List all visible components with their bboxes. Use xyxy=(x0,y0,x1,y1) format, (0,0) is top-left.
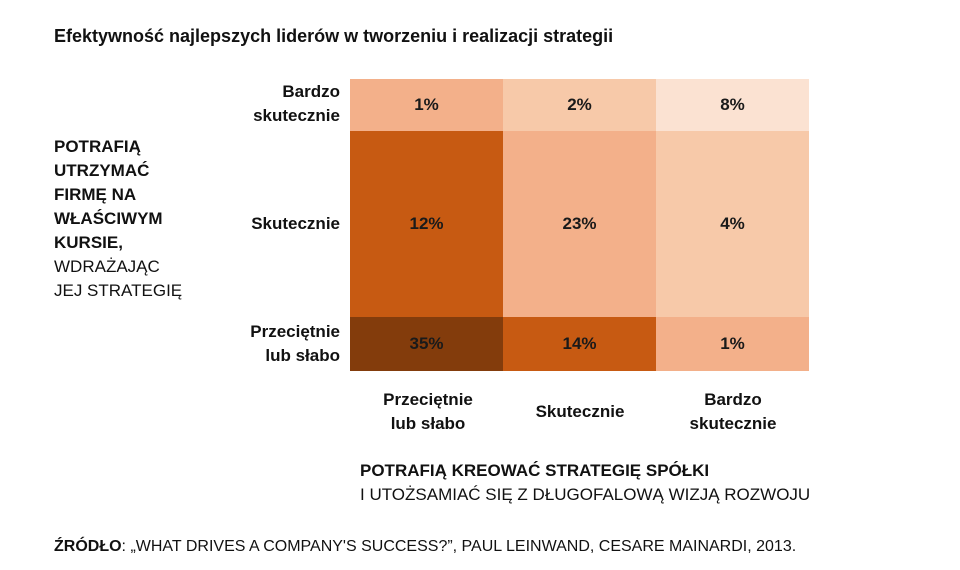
y-axis-line: WŁAŚCIWYM xyxy=(54,209,163,228)
source-note: ŹRÓDŁO: „WHAT DRIVES A COMPANY'S SUCCESS… xyxy=(54,538,796,556)
row-label-line: skutecznie xyxy=(253,106,340,125)
column-label-line: Bardzo xyxy=(704,390,762,409)
x-axis-label: POTRAFIĄ KREOWAĆ STRATEGIĘ SPÓŁKI I UTOŻ… xyxy=(360,459,810,507)
y-axis-line: POTRAFIĄ xyxy=(54,137,141,156)
y-axis-label: POTRAFIĄ UTRZYMAĆ FIRMĘ NA WŁAŚCIWYM KUR… xyxy=(54,135,234,303)
column-label-line: Przeciętnie xyxy=(383,390,473,409)
row-label-line: lub słabo xyxy=(265,346,340,365)
column-label-skutecznie: Skutecznie xyxy=(505,400,655,424)
heatmap-cell: 1% xyxy=(656,317,809,371)
y-axis-line: JEJ STRATEGIĘ xyxy=(54,281,183,300)
heatmap-cell: 2% xyxy=(503,79,656,131)
column-label-line: skutecznie xyxy=(689,414,777,433)
heatmap-cell: 8% xyxy=(656,79,809,131)
heatmap-cell: 4% xyxy=(656,131,809,317)
heatmap-cell: 35% xyxy=(350,317,503,371)
x-axis-line-2: I UTOŻSAMIAĆ SIĘ Z DŁUGOFALOWĄ WIZJĄ ROZ… xyxy=(360,485,811,504)
y-axis-line: KURSIE, xyxy=(54,233,123,252)
y-axis-line: WDRAŻAJĄC xyxy=(54,257,160,276)
row-label-bardzo-skutecznie: Bardzo skutecznie xyxy=(220,80,340,128)
column-label-line: lub słabo xyxy=(390,414,466,433)
row-label-przecietnie: Przeciętnie lub słabo xyxy=(220,320,340,368)
column-label-bardzo-skutecznie: Bardzo skutecznie xyxy=(658,388,808,436)
row-label-line: Skutecznie xyxy=(251,214,340,233)
heatmap-cell: 1% xyxy=(350,79,503,131)
column-label-line: Skutecznie xyxy=(535,402,625,421)
source-text: : „WHAT DRIVES A COMPANY'S SUCCESS?”, PA… xyxy=(121,538,797,555)
source-label: ŹRÓDŁO xyxy=(54,538,122,555)
heatmap-cell: 12% xyxy=(350,131,503,317)
row-label-line: Bardzo xyxy=(282,82,340,101)
y-axis-line: FIRMĘ NA xyxy=(54,185,137,204)
chart-title: Efektywność najlepszych liderów w tworze… xyxy=(54,26,614,46)
column-label-przecietnie: Przeciętnie lub słabo xyxy=(353,388,503,436)
heatmap-cell: 14% xyxy=(503,317,656,371)
row-label-skutecznie: Skutecznie xyxy=(220,212,340,236)
heatmap-cell: 23% xyxy=(503,131,656,317)
y-axis-line: UTRZYMAĆ xyxy=(54,161,150,180)
row-label-line: Przeciętnie xyxy=(250,322,340,341)
x-axis-line-1: POTRAFIĄ KREOWAĆ STRATEGIĘ SPÓŁKI xyxy=(360,461,710,480)
